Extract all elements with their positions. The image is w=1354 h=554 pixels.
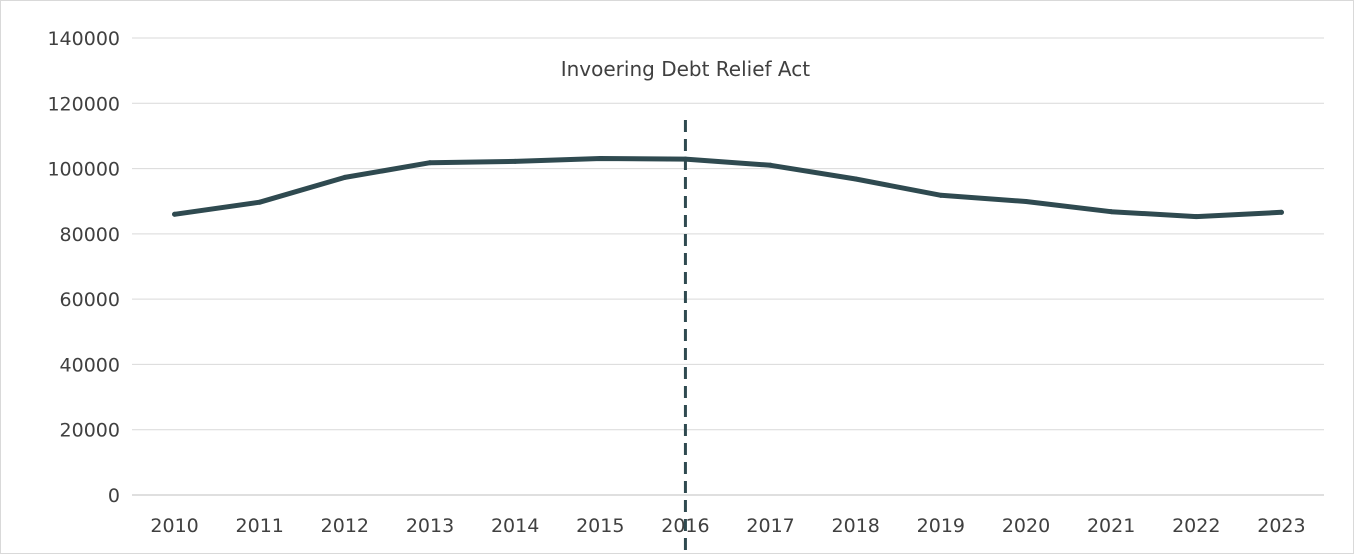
data-point xyxy=(1108,209,1114,215)
x-tick-label: 2010 xyxy=(150,515,198,537)
data-point xyxy=(172,211,178,217)
x-tick-label: 2015 xyxy=(576,515,624,537)
y-tick-label: 140000 xyxy=(47,28,120,50)
data-point xyxy=(1278,209,1284,215)
data-point xyxy=(597,155,603,161)
series-line xyxy=(172,156,1284,220)
x-tick-label: 2022 xyxy=(1172,515,1220,537)
annotation-layer: Invoering Debt Relief Act xyxy=(561,57,811,553)
data-point xyxy=(512,158,518,164)
y-tick-label: 0 xyxy=(108,485,120,507)
data-point xyxy=(768,162,774,168)
data-point xyxy=(938,192,944,198)
y-axis-tick-labels: 0 20000 40000 60000 80000 100000 120000 140000 xyxy=(47,28,120,507)
data-point xyxy=(257,199,263,205)
x-axis-tick-labels: 2010201120122013201420152016201720182019… xyxy=(150,515,1305,537)
x-tick-label: 2023 xyxy=(1257,515,1305,537)
x-tick-label: 2013 xyxy=(406,515,454,537)
x-tick-label: 2020 xyxy=(1002,515,1050,537)
x-tick-label: 2011 xyxy=(236,515,284,537)
x-tick-label: 2012 xyxy=(321,515,369,537)
x-tick-label: 2019 xyxy=(917,515,965,537)
y-tick-label: 120000 xyxy=(47,93,120,115)
data-point xyxy=(342,174,348,180)
data-point xyxy=(853,176,859,182)
gridlines xyxy=(132,37,1324,496)
x-tick-label: 2014 xyxy=(491,515,539,537)
data-point xyxy=(1023,199,1029,205)
series-layer xyxy=(172,155,1284,220)
y-tick-label: 20000 xyxy=(60,420,120,442)
x-tick-label: 2018 xyxy=(832,515,880,537)
y-tick-label: 40000 xyxy=(60,354,120,376)
annotation-label: Invoering Debt Relief Act xyxy=(561,57,811,81)
y-tick-label: 60000 xyxy=(60,289,120,311)
y-tick-label: 100000 xyxy=(47,159,120,181)
data-point xyxy=(1193,214,1199,220)
x-tick-label: 2021 xyxy=(1087,515,1135,537)
x-tick-label: 2017 xyxy=(746,515,794,537)
data-point xyxy=(427,160,433,166)
y-tick-label: 80000 xyxy=(60,224,120,246)
